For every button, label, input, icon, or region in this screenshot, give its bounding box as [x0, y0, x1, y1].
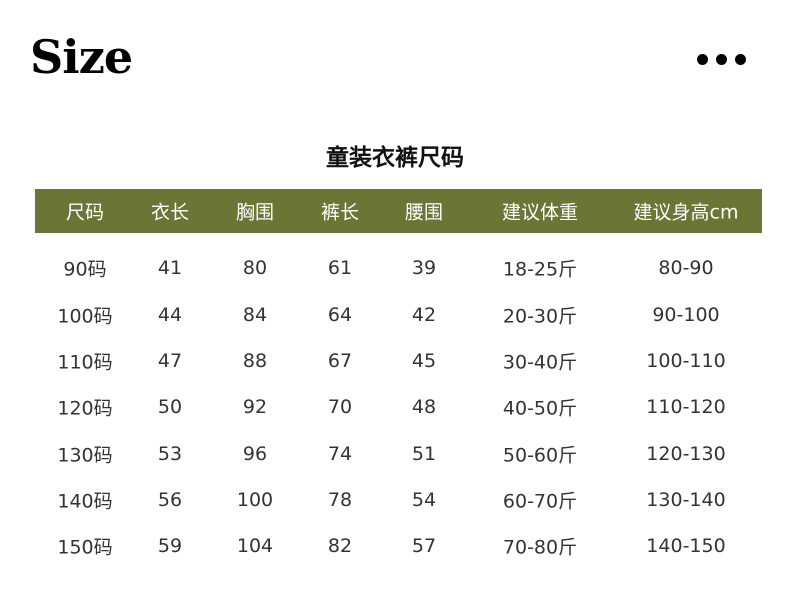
- table-cell: 50-60斤: [502, 444, 578, 467]
- table-cell: 100-110: [646, 350, 726, 372]
- table-cell: 45: [411, 350, 437, 372]
- table-cell: 80: [242, 257, 268, 279]
- size-logo: Size: [30, 30, 133, 84]
- table-cell: 18-25斤: [502, 258, 578, 281]
- table-cell: 110码: [57, 351, 113, 374]
- table-cell: 30-40斤: [502, 351, 578, 374]
- table-row: 100码 44 84 64 42 20-30斤 90-100: [0, 295, 790, 335]
- table-row: 120码 50 92 70 48 40-50斤 110-120: [0, 387, 790, 427]
- table-cell: 130码: [57, 444, 113, 467]
- table-cell: 64: [327, 304, 353, 326]
- table-cell: 92: [242, 396, 268, 418]
- table-header: 尺码 衣长 胸围 裤长 腰围 建议体重 建议身高cm: [35, 189, 762, 233]
- table-cell: 51: [411, 443, 437, 465]
- table-cell: 130-140: [646, 489, 726, 511]
- table-cell: 82: [327, 535, 353, 557]
- table-cell: 47: [157, 350, 183, 372]
- table-cell: 41: [157, 257, 183, 279]
- table-cell: 48: [411, 396, 437, 418]
- table-cell: 100码: [57, 305, 113, 328]
- table-cell: 61: [327, 257, 353, 279]
- table-row: 150码 59 104 82 57 70-80斤 140-150: [0, 526, 790, 566]
- table-cell: 53: [157, 443, 183, 465]
- table-cell: 140码: [57, 490, 113, 513]
- column-header: 建议体重: [501, 201, 579, 224]
- table-cell: 80-90: [658, 257, 714, 279]
- table-cell: 110-120: [646, 396, 726, 418]
- table-row: 130码 53 96 74 51 50-60斤 120-130: [0, 434, 790, 474]
- table-cell: 84: [242, 304, 268, 326]
- table-cell: 70-80斤: [502, 536, 578, 559]
- table-cell: 42: [411, 304, 437, 326]
- table-cell: 50: [157, 396, 183, 418]
- table-cell: 140-150: [646, 535, 726, 557]
- table-cell: 20-30斤: [502, 305, 578, 328]
- table-cell: 39: [411, 257, 437, 279]
- table-cell: 40-50斤: [502, 397, 578, 420]
- table-cell: 44: [157, 304, 183, 326]
- table-cell: 78: [327, 489, 353, 511]
- table-cell: 67: [327, 350, 353, 372]
- column-header: 腰围: [404, 201, 444, 224]
- table-cell: 120码: [57, 397, 113, 420]
- table-cell: 60-70斤: [502, 490, 578, 513]
- table-cell: 104: [236, 535, 274, 557]
- table-cell: 96: [242, 443, 268, 465]
- table-cell: 90-100: [652, 304, 720, 326]
- table-cell: 150码: [57, 536, 113, 559]
- table-row: 90码 41 80 61 39 18-25斤 80-90: [0, 248, 790, 288]
- table-cell: 57: [411, 535, 437, 557]
- table-cell: 70: [327, 396, 353, 418]
- column-header: 衣长: [150, 201, 190, 224]
- column-header: 尺码: [65, 201, 105, 224]
- table-cell: 56: [157, 489, 183, 511]
- table-cell: 90码: [63, 258, 107, 281]
- table-cell: 120-130: [646, 443, 726, 465]
- table-cell: 59: [157, 535, 183, 557]
- table-cell: 74: [327, 443, 353, 465]
- table-row: 110码 47 88 67 45 30-40斤 100-110: [0, 341, 790, 381]
- table-title: 童装衣裤尺码: [326, 145, 464, 171]
- table-cell: 100: [236, 489, 274, 511]
- more-horizontal-icon[interactable]: [697, 54, 746, 65]
- table-cell: 88: [242, 350, 268, 372]
- column-header: 裤长: [320, 201, 360, 224]
- column-header: 胸围: [235, 201, 275, 224]
- table-cell: 54: [411, 489, 437, 511]
- table-row: 140码 56 100 78 54 60-70斤 130-140: [0, 480, 790, 520]
- column-header: 建议身高cm: [633, 201, 739, 224]
